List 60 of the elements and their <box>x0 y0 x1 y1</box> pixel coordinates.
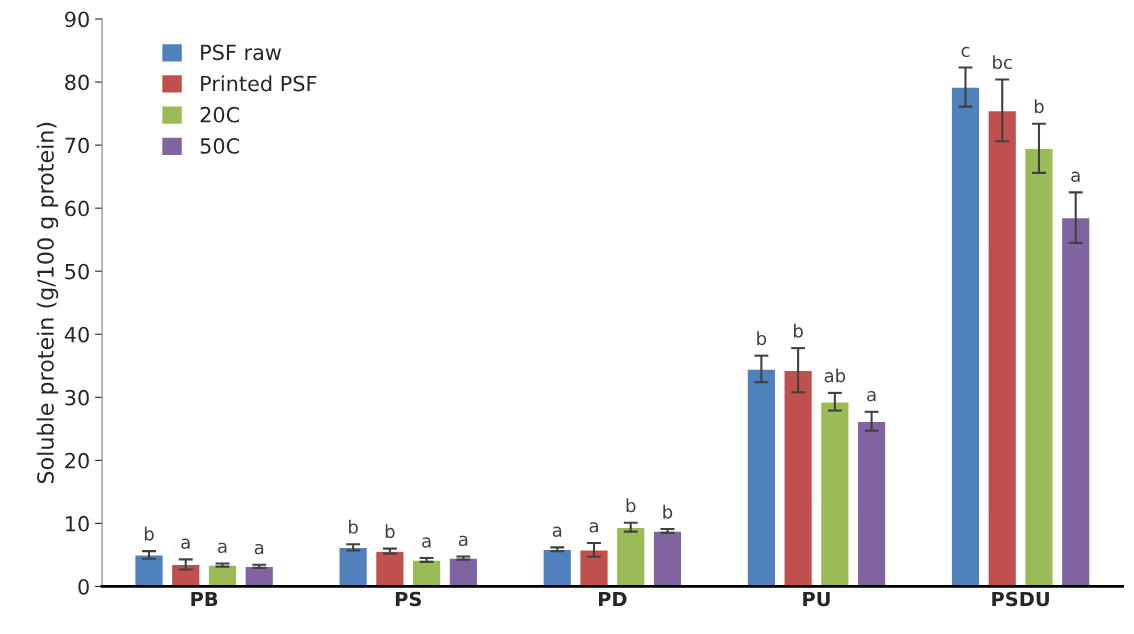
data-label: b <box>349 519 358 534</box>
legend-label: 50C <box>200 138 240 154</box>
y-tick-label: 80 <box>65 74 89 91</box>
data-label: a <box>218 542 227 553</box>
data-label: a <box>589 522 598 533</box>
bar <box>615 526 646 587</box>
y-tick-label: 70 <box>65 137 89 154</box>
y-tick-label: 40 <box>64 326 89 343</box>
bar <box>448 557 479 587</box>
legend-label: PSF raw <box>201 44 282 61</box>
y-axis-title: Soluble protein (g/100 g protein) <box>36 122 59 484</box>
bar <box>987 109 1018 587</box>
y-tick-label: 10 <box>66 515 89 532</box>
y-tick-label: 30 <box>65 389 89 406</box>
data-label: a <box>867 391 876 402</box>
bar <box>374 550 405 587</box>
bar <box>579 549 609 587</box>
x-tick-label: PSDU <box>992 591 1049 607</box>
legend-label: 20C <box>200 106 240 123</box>
bar <box>856 420 887 587</box>
bar <box>170 563 201 587</box>
y-tick-label: 20 <box>65 452 89 469</box>
data-label: b <box>663 504 673 519</box>
y-tick-label: 60 <box>65 200 89 217</box>
y-tick-label: 90 <box>65 11 89 28</box>
y-tick-label: 0 <box>78 578 89 595</box>
x-tick-label: PD <box>598 591 627 607</box>
bar <box>950 86 981 587</box>
data-label: bc <box>993 55 1012 70</box>
data-label: b <box>757 331 767 346</box>
data-label: c <box>961 46 970 58</box>
data-label: a <box>422 537 431 548</box>
data-label: b <box>626 498 636 513</box>
legend-label: Printed PSF <box>201 75 317 92</box>
data-label: a <box>552 526 562 537</box>
x-tick-label: PB <box>191 591 218 607</box>
data-label: a <box>254 543 264 555</box>
data-label: b <box>144 526 154 541</box>
bar <box>411 559 442 587</box>
bar <box>1060 216 1091 587</box>
bar <box>542 548 573 587</box>
data-label: a <box>458 535 468 547</box>
data-label: b <box>794 323 803 338</box>
bar <box>134 554 164 587</box>
x-tick-label: PU <box>803 591 830 607</box>
x-tick-label: PS <box>395 591 421 607</box>
bar <box>244 565 275 587</box>
bar <box>746 368 777 587</box>
data-label: a <box>181 538 190 549</box>
bar <box>652 530 683 587</box>
bar <box>819 401 850 587</box>
bar <box>207 564 238 587</box>
bar <box>783 369 814 587</box>
data-label: ab <box>824 368 846 383</box>
bar <box>1023 147 1054 587</box>
data-label: b <box>385 524 395 539</box>
data-label: b <box>1034 99 1044 114</box>
data-label: a <box>1071 171 1080 182</box>
bar <box>338 546 369 587</box>
y-tick-label: 50 <box>65 263 89 280</box>
